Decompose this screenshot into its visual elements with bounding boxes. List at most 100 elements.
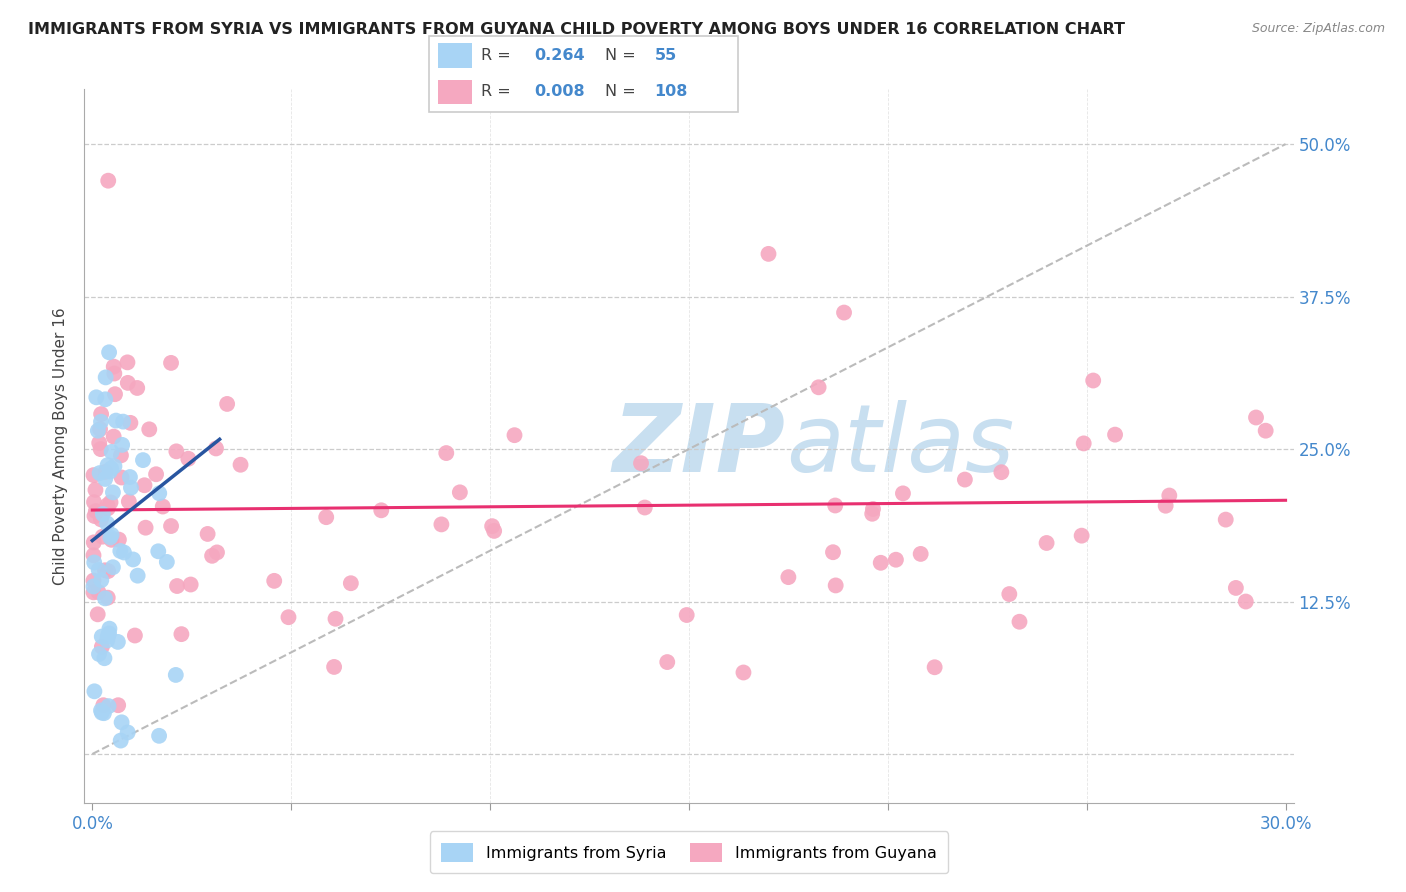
Point [97,458,120,472]
Point [152,500,174,514]
Point [94,563,117,577]
Point [869,556,891,570]
Point [1008,615,1031,629]
FancyBboxPatch shape [439,44,472,68]
Point [733,665,755,680]
Point [1104,427,1126,442]
Point [201,549,224,563]
Point [94,465,117,479]
Point [90,630,112,644]
Point [94,472,117,486]
Point [148,729,170,743]
Point [1159,489,1181,503]
Point [1035,536,1057,550]
Text: Source: ZipAtlas.com: Source: ZipAtlas.com [1251,22,1385,36]
Point [103,459,125,474]
Point [97,564,120,578]
Point [891,486,914,500]
Point [1234,594,1257,608]
Point [434,446,457,460]
Point [90,407,112,421]
Point [482,524,505,538]
Point [675,607,697,622]
Point [100,445,122,459]
Point [91,507,114,521]
Point [145,467,167,482]
Point [90,640,112,654]
Text: 55: 55 [655,48,676,63]
Point [205,545,228,559]
Point [138,422,160,436]
Point [156,555,179,569]
Point [107,635,129,649]
Point [277,610,299,624]
Point [122,552,145,566]
Point [98,622,121,636]
Point [177,451,200,466]
Point [98,465,121,479]
Point [120,416,142,430]
Text: 0.264: 0.264 [534,48,585,63]
Point [807,380,830,394]
Point [84,390,107,404]
Point [990,465,1012,479]
Point [90,706,112,720]
Point [910,547,932,561]
Point [778,570,800,584]
Point [862,502,884,516]
Text: 108: 108 [655,84,688,99]
Point [148,544,170,558]
Point [97,501,120,516]
Y-axis label: Child Poverty Among Boys Under 16: Child Poverty Among Boys Under 16 [53,307,69,585]
Point [180,577,202,591]
Point [657,655,679,669]
Point [83,574,105,588]
Point [134,478,156,492]
Point [83,579,105,593]
Point [821,545,844,559]
Point [94,392,117,407]
Point [83,495,105,509]
Point [449,485,471,500]
Point [315,510,337,524]
Point [160,356,183,370]
Point [98,626,121,640]
Point [110,715,132,730]
Point [117,725,139,739]
Point [103,429,125,443]
Point [1154,499,1177,513]
Point [120,481,142,495]
Point [101,485,124,500]
Point [166,579,188,593]
Point [104,387,127,401]
FancyBboxPatch shape [429,36,738,112]
Point [170,627,193,641]
Point [110,449,132,463]
Text: R =: R = [481,84,516,99]
FancyBboxPatch shape [439,79,472,104]
Text: ZIP: ZIP [613,400,786,492]
Point [101,560,124,574]
Point [110,544,132,558]
Point [824,499,846,513]
Point [832,305,855,319]
Legend: Immigrants from Syria, Immigrants from Guyana: Immigrants from Syria, Immigrants from G… [430,831,948,873]
Point [127,568,149,582]
Point [323,660,346,674]
Point [90,573,112,587]
Point [824,578,846,592]
Point [91,530,114,544]
Point [135,521,157,535]
Point [83,556,105,570]
Point [263,574,285,588]
Point [93,651,115,665]
Point [634,500,657,515]
Point [83,684,105,698]
Point [117,355,139,369]
Point [89,436,111,450]
Point [160,519,183,533]
Point [1070,529,1092,543]
Point [132,453,155,467]
Point [96,498,118,512]
Text: N =: N = [605,48,641,63]
